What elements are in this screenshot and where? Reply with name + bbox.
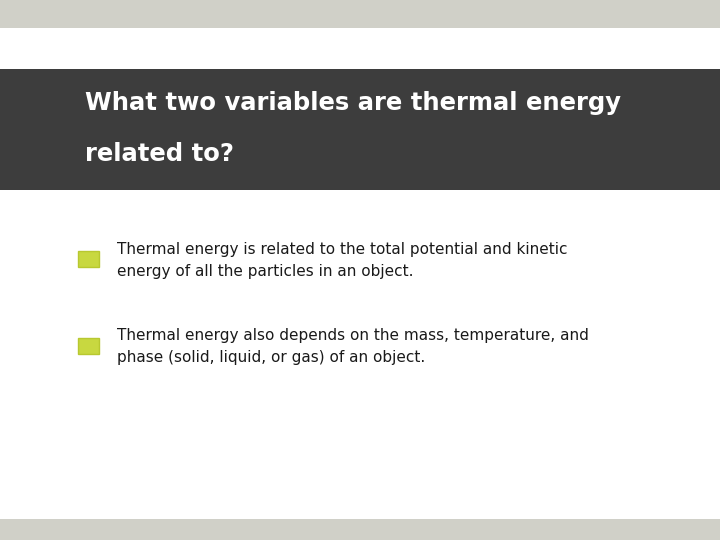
FancyBboxPatch shape	[0, 0, 720, 28]
FancyBboxPatch shape	[0, 69, 720, 190]
FancyBboxPatch shape	[78, 338, 99, 354]
Text: Thermal energy also depends on the mass, temperature, and: Thermal energy also depends on the mass,…	[117, 328, 589, 343]
FancyBboxPatch shape	[0, 519, 720, 540]
Text: Thermal energy is related to the total potential and kinetic: Thermal energy is related to the total p…	[117, 242, 568, 257]
Text: related to?: related to?	[85, 141, 234, 166]
FancyBboxPatch shape	[78, 251, 99, 267]
Text: phase (solid, liquid, or gas) of an object.: phase (solid, liquid, or gas) of an obje…	[117, 350, 426, 365]
Text: What two variables are thermal energy: What two variables are thermal energy	[85, 91, 621, 114]
Text: energy of all the particles in an object.: energy of all the particles in an object…	[117, 264, 414, 279]
